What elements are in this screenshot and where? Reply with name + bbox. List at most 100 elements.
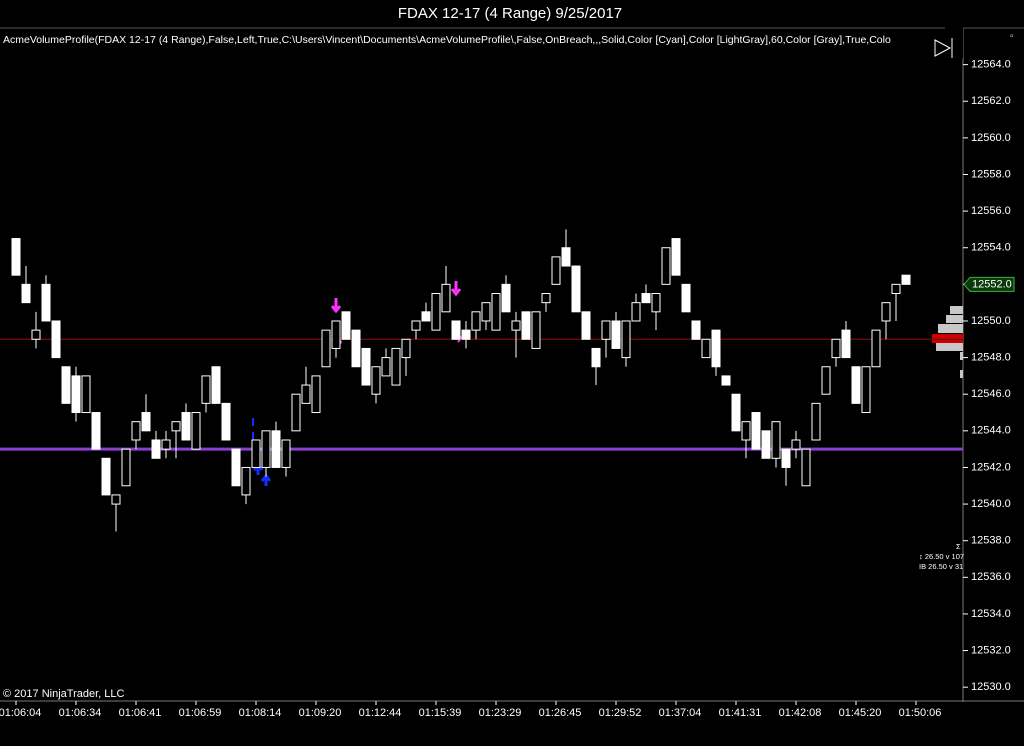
candle-body <box>401 338 411 359</box>
x-tick-label: 01:09:20 <box>299 707 342 719</box>
candle-body <box>761 430 771 459</box>
candle-body <box>671 238 681 276</box>
candle-body <box>631 302 641 322</box>
candle-body <box>51 320 61 359</box>
candle-body <box>211 366 221 404</box>
x-tick-label: 01:50:06 <box>899 707 942 719</box>
y-tick-label: 12546.0 <box>971 388 1011 400</box>
y-tick-label: 12536.0 <box>971 571 1011 583</box>
candle-body <box>741 421 751 441</box>
candle-body <box>21 283 31 304</box>
candle-body <box>491 293 501 331</box>
candle-body <box>421 311 431 322</box>
candle-body <box>361 347 371 386</box>
candle-body <box>511 320 521 331</box>
x-tick-label: 01:08:14 <box>239 707 282 719</box>
candle-body <box>81 375 91 414</box>
last-price-marker <box>963 276 1015 292</box>
candle-body <box>831 338 841 359</box>
candle-body <box>891 283 901 295</box>
candle-body <box>271 430 281 468</box>
x-tick-label: 01:06:34 <box>59 707 102 719</box>
candle-body <box>121 448 131 487</box>
candle-body <box>901 274 911 285</box>
candle-body <box>771 421 781 459</box>
x-tick-label: 01:06:59 <box>179 707 222 719</box>
candle-body <box>301 384 311 404</box>
candle-body <box>191 412 201 450</box>
candle-body <box>611 320 621 349</box>
candle-body <box>841 329 851 359</box>
candle-body <box>871 329 881 368</box>
candle-body <box>551 256 561 285</box>
candle-body <box>561 247 571 267</box>
candle-body <box>531 311 541 349</box>
candle-body <box>291 393 301 432</box>
candle-body <box>201 375 211 404</box>
candle-body <box>91 412 101 450</box>
y-tick-label: 12558.0 <box>971 168 1011 180</box>
y-tick-label: 12532.0 <box>971 644 1011 656</box>
candle-body <box>441 283 451 313</box>
candle-body <box>801 448 811 487</box>
candle-body <box>351 329 361 368</box>
indicator-label: AcmeVolumeProfile(FDAX 12-17 (4 Range),F… <box>3 34 891 46</box>
candle-body <box>731 393 741 432</box>
y-tick-label: 12544.0 <box>971 425 1011 437</box>
x-tick-label: 01:42:08 <box>779 707 822 719</box>
y-tick-label: 12540.0 <box>971 498 1011 510</box>
candle-body <box>851 366 861 404</box>
candle-body <box>391 347 401 386</box>
candle-body <box>691 320 701 340</box>
candle-body <box>711 329 721 368</box>
scroll-icon[interactable] <box>934 38 953 58</box>
candle-body <box>341 311 351 340</box>
chart-title: FDAX 12-17 (4 Range) 9/25/2017 <box>398 5 622 22</box>
y-tick-label: 12554.0 <box>971 242 1011 254</box>
candle-body <box>431 293 441 331</box>
candle-body <box>751 412 761 450</box>
axis-marker: ▫ <box>1010 30 1013 40</box>
candle-body <box>331 320 341 349</box>
x-tick-label: 01:41:31 <box>719 707 762 719</box>
candle-body <box>181 412 191 441</box>
candle-body <box>451 320 461 340</box>
candle-body <box>861 366 871 414</box>
candle-body <box>131 421 141 441</box>
candle-body <box>581 311 591 340</box>
candle-body <box>241 466 251 496</box>
last-price-label: 12552.0 <box>972 278 1012 290</box>
y-tick-label: 12556.0 <box>971 205 1011 217</box>
candle-body <box>881 302 891 322</box>
candle-body <box>251 439 261 468</box>
candle-body <box>621 320 631 359</box>
y-tick-label: 12538.0 <box>971 535 1011 547</box>
candle-body <box>791 439 801 450</box>
candle-body <box>101 457 111 496</box>
x-tick-label: 01:29:52 <box>599 707 642 719</box>
candle-body <box>11 238 21 276</box>
candle-body <box>641 293 651 304</box>
x-tick-label: 01:12:44 <box>359 707 402 719</box>
candle-body <box>71 375 81 414</box>
y-tick-label: 12560.0 <box>971 132 1011 144</box>
candle-body <box>601 320 611 340</box>
candle-body <box>41 283 51 322</box>
candle-body <box>321 329 331 368</box>
y-tick-label: 12548.0 <box>971 351 1011 363</box>
volume-profile <box>932 306 963 378</box>
candle-body <box>571 265 581 313</box>
x-tick-label: 01:37:04 <box>659 707 702 719</box>
candle-body <box>501 283 511 313</box>
stats-text: Σ <box>956 542 961 551</box>
candle-body <box>471 311 481 331</box>
y-tick-label: 12562.0 <box>971 95 1011 107</box>
stats-text: IB 26.50 v 31 <box>919 562 963 571</box>
y-tick-label: 12564.0 <box>971 59 1011 71</box>
candle-body <box>661 247 671 285</box>
candle-body <box>111 494 121 505</box>
y-tick-label: 12550.0 <box>971 315 1011 327</box>
candle-body <box>541 293 551 304</box>
